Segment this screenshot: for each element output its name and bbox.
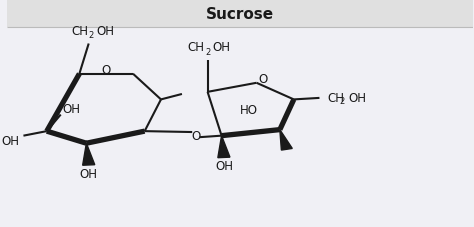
Text: HO: HO	[239, 103, 257, 116]
Text: OH: OH	[96, 25, 114, 37]
Text: OH: OH	[80, 167, 98, 180]
Polygon shape	[82, 144, 95, 165]
Text: OH: OH	[1, 135, 19, 148]
Text: CH: CH	[187, 41, 204, 54]
Text: 2: 2	[339, 96, 344, 105]
Text: 2: 2	[89, 31, 94, 40]
Bar	[7, 1, 474, 28]
Text: OH: OH	[212, 41, 230, 54]
Text: O: O	[101, 64, 110, 77]
Text: O: O	[258, 73, 267, 86]
Text: CH: CH	[71, 25, 88, 37]
Text: OH: OH	[215, 160, 233, 173]
Text: O: O	[191, 130, 201, 143]
Text: 2: 2	[205, 48, 210, 57]
Polygon shape	[218, 136, 230, 158]
Text: CH: CH	[328, 92, 345, 105]
Text: Sucrose: Sucrose	[206, 7, 274, 22]
Polygon shape	[280, 130, 292, 151]
Text: OH: OH	[349, 92, 367, 105]
Text: OH: OH	[62, 103, 80, 116]
